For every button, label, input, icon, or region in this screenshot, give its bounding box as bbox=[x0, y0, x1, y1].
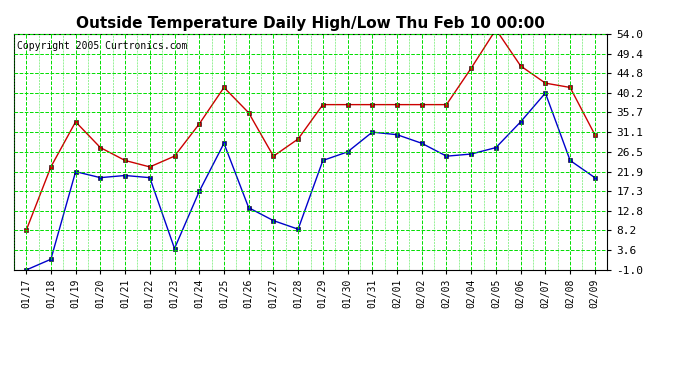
Title: Outside Temperature Daily High/Low Thu Feb 10 00:00: Outside Temperature Daily High/Low Thu F… bbox=[76, 16, 545, 31]
Text: Copyright 2005 Curtronics.com: Copyright 2005 Curtronics.com bbox=[17, 41, 187, 51]
